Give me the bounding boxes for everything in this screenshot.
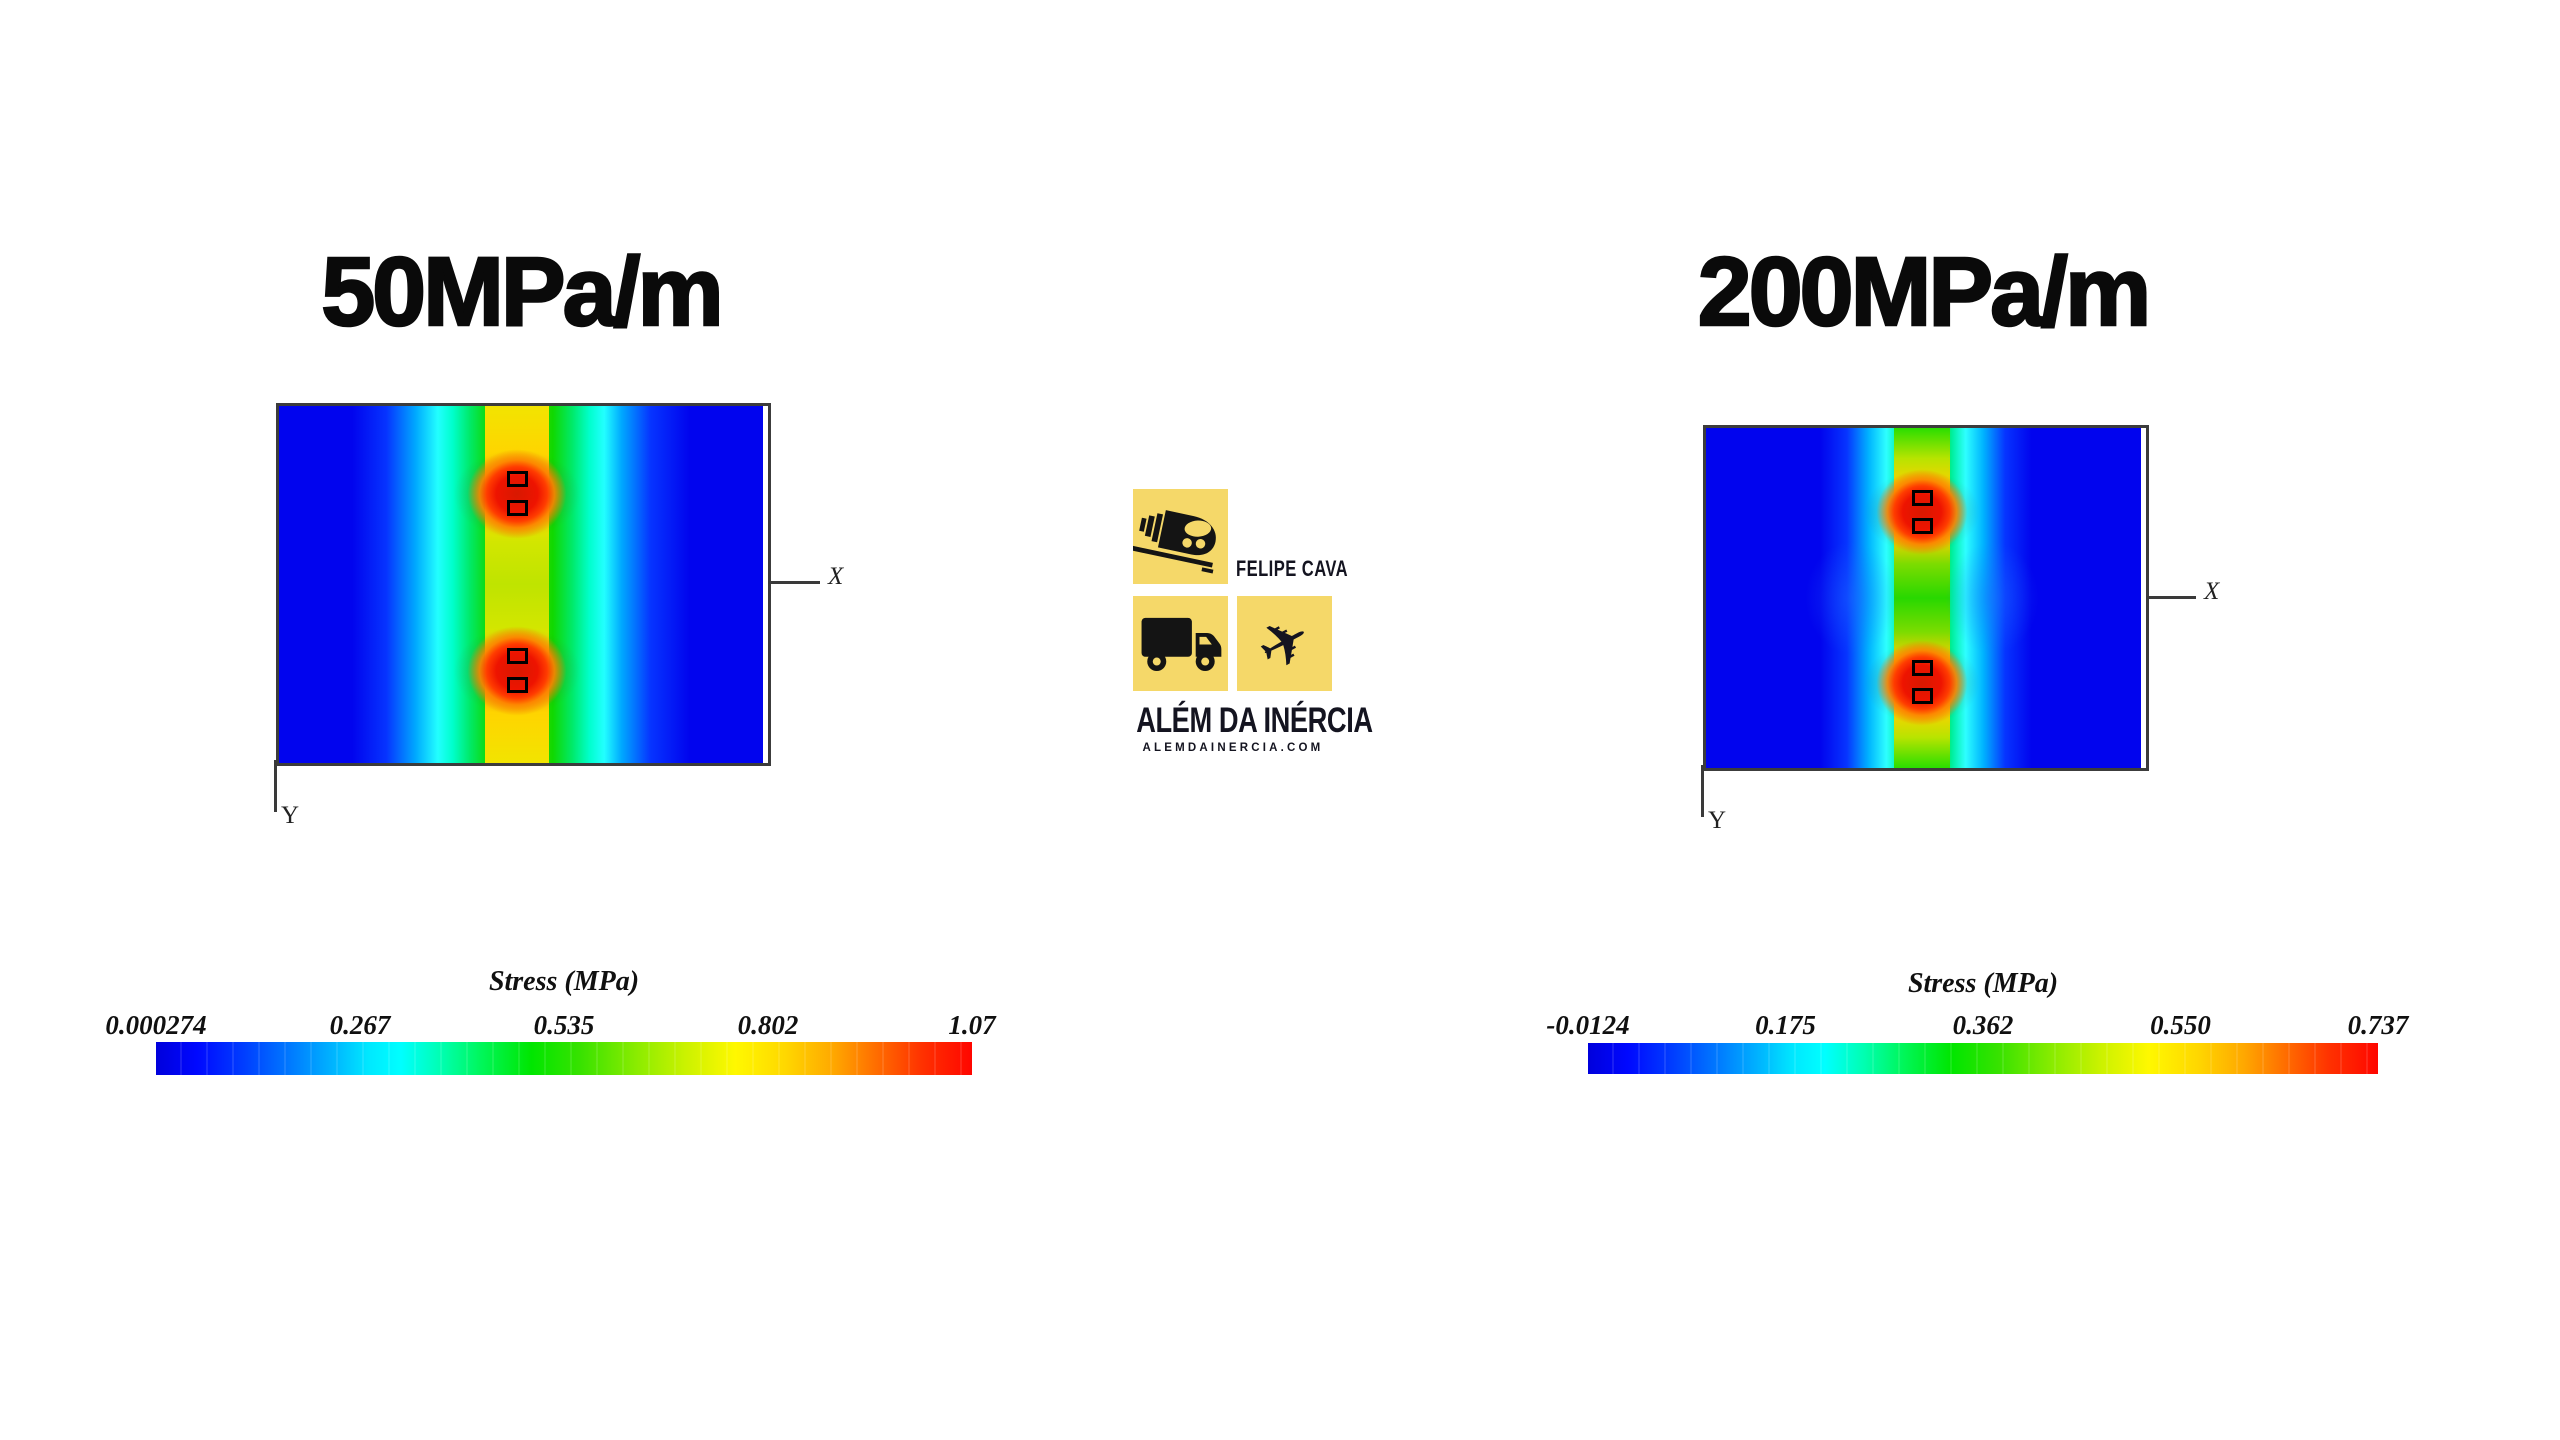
stress-field <box>1706 428 2146 768</box>
colorbar-ticks: 0.000274 0.267 0.535 0.802 1.07 <box>105 1010 995 1040</box>
plot-inner-margin <box>2141 428 2146 768</box>
probe-square <box>507 500 528 516</box>
colorbar-gradient <box>156 1042 972 1075</box>
x-axis-line <box>2146 596 2196 599</box>
probe-square <box>507 677 528 693</box>
x-axis-line <box>768 581 820 584</box>
probe-square <box>1912 660 1933 676</box>
probe-square <box>507 471 528 487</box>
brand-name: ALÉM DA INÉRCIA <box>1136 700 1373 741</box>
colorbar-tick: 0.000274 <box>105 1010 207 1040</box>
stress-contour-plot <box>1703 425 2149 771</box>
probe-square <box>1912 490 1933 506</box>
airplane-icon: ✈ <box>1237 596 1332 691</box>
airplane-glyph: ✈ <box>1244 599 1325 688</box>
colorbar-tick: 0.550 <box>2150 1010 2211 1040</box>
stress-contour-plot <box>276 403 771 766</box>
colorbar-tick: 0.535 <box>533 1010 595 1040</box>
colorbar-ticks: -0.0124 0.175 0.362 0.550 0.737 <box>1546 1010 2408 1040</box>
colorbar-gradient <box>1588 1043 2378 1074</box>
truck-icon <box>1133 596 1228 691</box>
y-axis-line <box>274 760 277 812</box>
colorbar-tick: 1.07 <box>948 1010 996 1040</box>
colorbar-tick: 0.175 <box>1755 1010 1816 1040</box>
y-axis-label: Y <box>281 802 300 829</box>
train-icon <box>1133 489 1228 584</box>
panel-title: 50MPa/m <box>320 237 725 346</box>
colorbar-title: Stress (MPa) <box>488 966 640 997</box>
website-url: ALEMDAINERCIA.COM <box>1142 742 1324 754</box>
panel-title: 200MPa/m <box>1697 237 2153 346</box>
author-name: FELIPE CAVA <box>1236 556 1349 581</box>
probe-square <box>1912 518 1933 534</box>
y-axis-line <box>1701 765 1704 817</box>
colorbar-tick: 0.737 <box>2347 1010 2409 1040</box>
probe-square <box>507 648 528 664</box>
colorbar-tick: -0.0124 <box>1546 1010 1630 1040</box>
colorbar-title: Stress (MPa) <box>1907 968 2059 999</box>
x-axis-label: X <box>2204 578 2220 605</box>
y-axis-label: Y <box>1708 807 1727 834</box>
plot-inner-margin <box>763 406 768 763</box>
x-axis-label: X <box>828 563 844 590</box>
colorbar-tick: 0.802 <box>737 1010 799 1040</box>
stress-field <box>279 406 768 763</box>
colorbar-tick: 0.267 <box>329 1010 391 1040</box>
probe-square <box>1912 688 1933 704</box>
colorbar-tick: 0.362 <box>1952 1010 2014 1040</box>
